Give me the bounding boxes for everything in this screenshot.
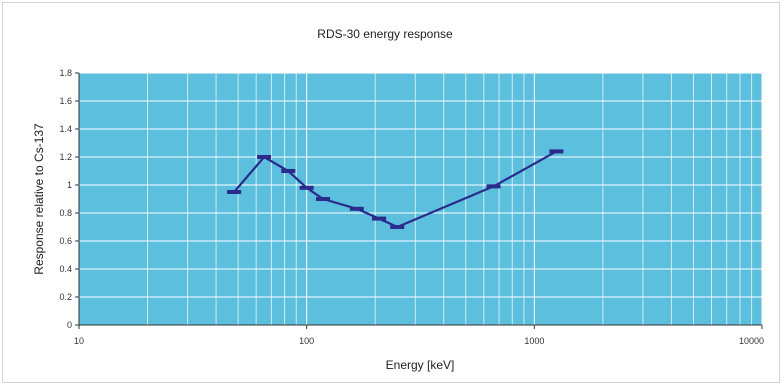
x-tick-label: 10	[74, 336, 84, 346]
chart-title: RDS-30 energy response	[317, 27, 453, 41]
y-tick-label: 1.8	[59, 68, 72, 78]
y-tick-label: 0.2	[59, 292, 72, 302]
y-tick-label: 0.4	[59, 264, 72, 274]
x-tick-label: 10000	[739, 336, 764, 346]
y-tick-label: 0.8	[59, 208, 72, 218]
data-point-marker	[227, 190, 242, 194]
x-tick-label: 100	[299, 336, 314, 346]
data-point-marker	[316, 197, 331, 201]
chart-frame: RDS-30 energy response 0 0.2 0.4 0.6 0.8 1 1.2…	[2, 2, 780, 383]
y-tick-label: 1.2	[59, 152, 72, 162]
y-tick-label: 1.6	[59, 96, 72, 106]
y-tick-label: 1	[67, 180, 72, 190]
y-axis-label: Response relative to Cs-137	[32, 123, 46, 275]
data-point-marker	[549, 149, 564, 154]
x-axis-label: Energy [keV]	[386, 358, 455, 372]
y-tick-label: 1.4	[59, 124, 72, 134]
y-tick-label: 0	[67, 320, 72, 330]
data-point-marker	[486, 184, 501, 189]
data-series	[227, 149, 564, 229]
data-point-marker	[281, 169, 296, 173]
plot-area	[78, 72, 763, 326]
x-tick-label: 1000	[524, 336, 544, 346]
y-tick-label: 0.6	[59, 236, 72, 246]
data-point-marker	[257, 155, 272, 159]
data-point-marker	[299, 185, 314, 190]
series-line	[233, 150, 557, 229]
tick-labels: 0 0.2 0.4 0.6 0.8 1 1.2 1.4 1.6 1.8 10 100 1000 10000	[59, 68, 764, 346]
chart: RDS-30 energy response 0 0.2 0.4 0.6 0.8 1 1.2…	[32, 27, 764, 372]
data-point-marker	[390, 225, 405, 229]
data-point-marker	[349, 206, 364, 211]
axes	[75, 72, 763, 329]
data-point-marker	[372, 216, 387, 221]
